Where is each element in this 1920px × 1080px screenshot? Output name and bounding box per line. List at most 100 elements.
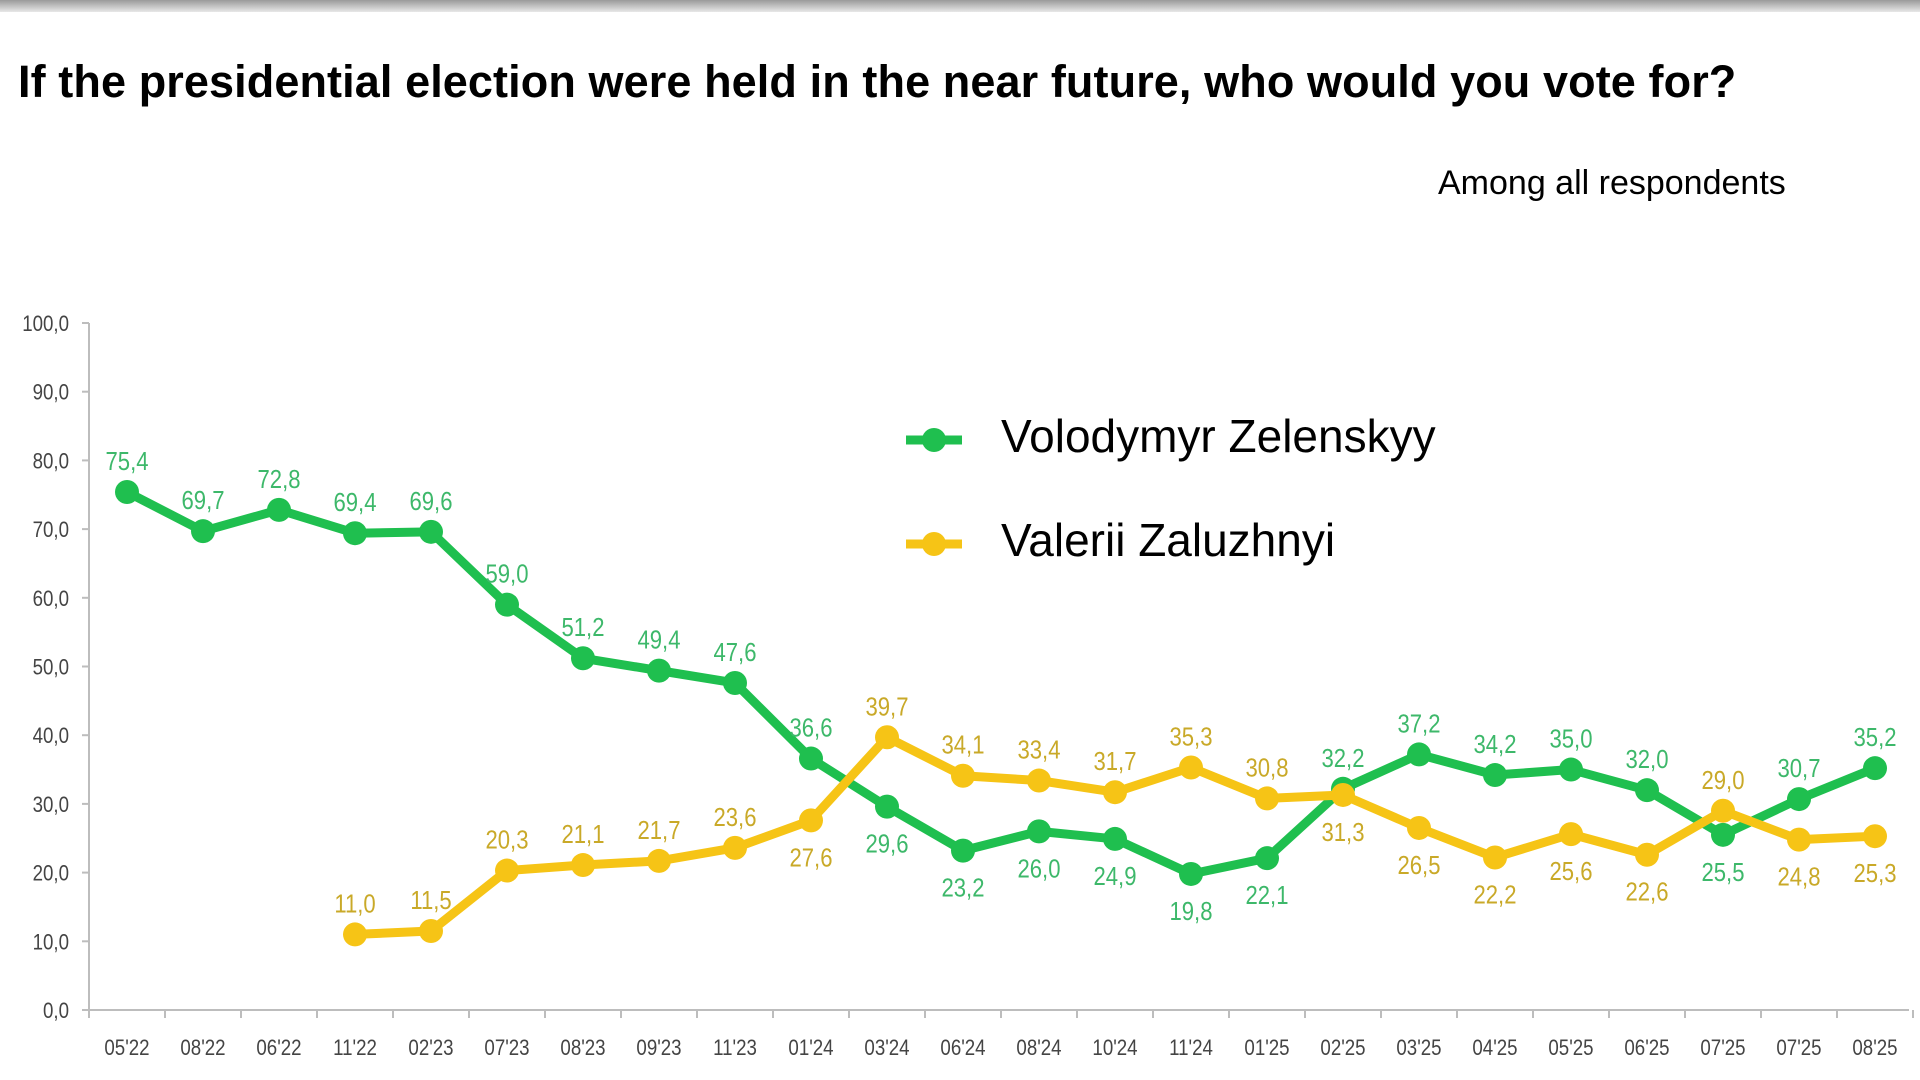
data-label: 11,5: [410, 886, 451, 915]
x-tick-label: 05'25: [1548, 1037, 1593, 1061]
data-label: 29,6: [866, 830, 909, 859]
data-point: [267, 497, 291, 522]
y-tick-label: 80,0: [33, 450, 69, 474]
x-tick-label: 07'25: [1776, 1037, 1821, 1061]
data-point: [1711, 822, 1735, 847]
data-point: [1407, 742, 1431, 767]
data-label: 25,6: [1550, 857, 1593, 886]
data-point: [1331, 782, 1355, 807]
data-label: 31,7: [1094, 748, 1137, 777]
data-point: [115, 480, 139, 505]
data-label: 11,0: [334, 890, 375, 919]
x-tick-label: 07'25: [1700, 1037, 1745, 1061]
x-tick-label: 03'25: [1396, 1037, 1441, 1061]
data-label: 25,5: [1702, 858, 1745, 887]
y-tick-label: 100,0: [22, 313, 69, 337]
y-tick-label: 40,0: [33, 725, 69, 749]
y-tick-label: 20,0: [33, 862, 69, 886]
data-point: [571, 853, 595, 878]
series-zaluzhnyi: 11,0 11,5 20,3 21,1 21,7 23,6 27,6 39,7 34,1 33,4…: [334, 693, 1896, 947]
data-label: 24,9: [1094, 862, 1137, 891]
data-point: [1255, 846, 1279, 871]
x-tick-label: 02'25: [1320, 1037, 1365, 1061]
data-point: [1635, 842, 1659, 867]
x-tick-label: 10'24: [1092, 1037, 1137, 1061]
x-tick-label: 08'22: [180, 1037, 225, 1061]
data-label: 34,2: [1474, 730, 1517, 759]
x-tick-label: 09'23: [636, 1037, 681, 1061]
x-tick-label: 06'22: [256, 1037, 301, 1061]
data-label: 23,2: [942, 874, 985, 903]
data-point: [495, 592, 519, 617]
data-label: 19,8: [1170, 897, 1213, 926]
data-label: 51,2: [562, 614, 605, 643]
data-label: 69,6: [410, 487, 453, 516]
series-zelenskyy: 75,4 69,7 72,8 69,4 69,6 59,0 51,2 49,4 47,6 36,6…: [106, 447, 1897, 926]
legend-marker-zaluzhnyi[interactable]: [922, 532, 946, 556]
data-label: 47,6: [714, 638, 757, 667]
data-label: 49,4: [638, 626, 681, 655]
data-point: [1711, 798, 1735, 823]
y-tick-label: 10,0: [33, 931, 69, 955]
x-tick-label: 03'24: [864, 1037, 909, 1061]
data-point: [1863, 756, 1887, 781]
y-tick-label: 90,0: [33, 381, 69, 405]
data-point: [419, 918, 443, 943]
y-tick-label: 30,0: [33, 794, 69, 818]
data-label: 25,3: [1854, 860, 1897, 889]
data-label: 59,0: [486, 560, 529, 589]
data-point: [495, 858, 519, 883]
data-label: 29,0: [1702, 766, 1745, 795]
data-label: 69,4: [334, 489, 377, 518]
data-point: [343, 521, 367, 546]
data-point: [1027, 819, 1051, 844]
data-label: 20,3: [486, 826, 529, 855]
data-point: [647, 848, 671, 873]
data-point: [647, 658, 671, 683]
data-point: [1635, 778, 1659, 803]
x-tick-label: 11'23: [713, 1037, 757, 1061]
data-label: 22,6: [1626, 878, 1669, 907]
data-point: [875, 725, 899, 750]
x-tick-label: 11'24: [1169, 1037, 1213, 1061]
x-tick-label: 08'24: [1016, 1037, 1061, 1061]
data-label: 30,8: [1246, 754, 1289, 783]
data-label: 32,0: [1626, 746, 1669, 775]
x-tick-label: 01'24: [788, 1037, 833, 1061]
data-point: [1255, 786, 1279, 811]
data-label: 36,6: [790, 714, 833, 743]
y-tick-label: 60,0: [33, 587, 69, 611]
axes: 0,0 10,0 20,0 30,0 40,0 50,0 60,0 70,0 80,0 90,0 1…: [22, 313, 1914, 1061]
data-label: 26,5: [1398, 851, 1441, 880]
data-label: 31,3: [1322, 818, 1365, 847]
legend-label-zelenskyy[interactable]: Volodymyr Zelenskyy: [1001, 410, 1436, 462]
y-tick-label: 70,0: [33, 519, 69, 543]
x-tick-label: 07'23: [484, 1037, 529, 1061]
data-point: [1787, 827, 1811, 852]
top-shadow-bar: [0, 0, 1920, 12]
data-point: [1407, 815, 1431, 840]
data-label: 30,7: [1778, 754, 1821, 783]
data-point: [951, 838, 975, 863]
x-tick-label: 11'22: [333, 1037, 377, 1061]
legend-label-zaluzhnyi[interactable]: Valerii Zaluzhnyi: [1001, 514, 1335, 566]
data-label: 34,1: [942, 731, 985, 760]
data-point: [799, 808, 823, 833]
data-point: [191, 519, 215, 544]
data-label: 37,2: [1398, 710, 1441, 739]
legend-marker-zelenskyy[interactable]: [922, 428, 946, 452]
data-label: 21,1: [562, 820, 605, 849]
data-label: 32,2: [1322, 744, 1365, 773]
x-tick-label: 04'25: [1472, 1037, 1517, 1061]
x-tick-label: 08'25: [1852, 1037, 1897, 1061]
data-point: [799, 746, 823, 771]
data-label: 35,3: [1170, 723, 1213, 752]
data-point: [571, 646, 595, 671]
data-label: 24,8: [1778, 863, 1821, 892]
series-line: [124, 488, 1877, 879]
x-tick-label: 02'23: [408, 1037, 453, 1061]
data-label: 69,7: [182, 487, 225, 516]
data-label: 27,6: [790, 844, 833, 873]
legend: Volodymyr Zelenskyy Valerii Zaluzhnyi: [906, 410, 1436, 566]
